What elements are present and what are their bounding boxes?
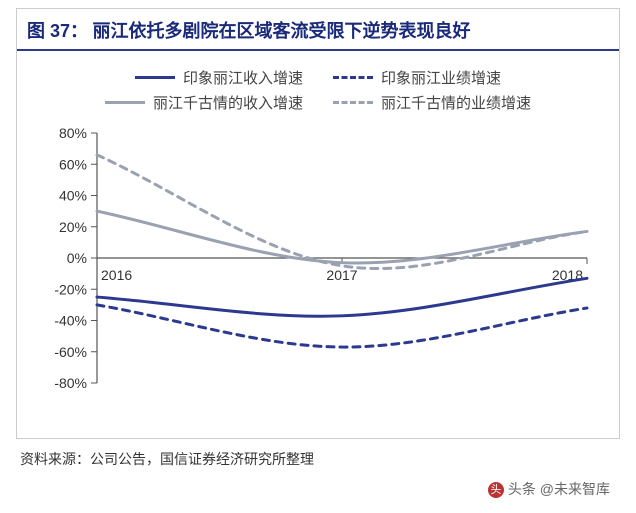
figure-label: 图 37： — [27, 21, 88, 41]
legend-label-s1: 印象丽江收入增速 — [183, 67, 303, 88]
y-tick-label: 80% — [59, 125, 87, 141]
source-line: 资料来源：公司公告，国信证券经济研究所整理 — [16, 439, 620, 473]
legend-item-s4: 丽江千古情的业绩增速 — [333, 92, 531, 113]
toutiao-icon: 头 — [488, 482, 504, 498]
line-chart: -80%-60%-40%-20%0%20%40%60%80%2016201720… — [37, 123, 597, 423]
legend-swatch-s1 — [135, 76, 175, 79]
x-tick-label: 2017 — [326, 267, 357, 283]
y-tick-label: -80% — [54, 375, 87, 391]
y-tick-label: -40% — [54, 313, 87, 329]
legend-label-s4: 丽江千古情的业绩增速 — [381, 92, 531, 113]
series-s4 — [97, 155, 587, 269]
legend-label-s3: 丽江千古情的收入增速 — [153, 92, 303, 113]
y-tick-label: 0% — [67, 250, 87, 266]
legend-swatch-s2 — [333, 76, 373, 79]
y-tick-label: 40% — [59, 188, 87, 204]
figure-panel: 图 37： 丽江依托多剧院在区域客流受限下逆势表现良好 印象丽江收入增速印象丽江… — [16, 8, 620, 439]
series-s3 — [97, 211, 587, 263]
figure-title: 丽江依托多剧院在区域客流受限下逆势表现良好 — [92, 21, 470, 41]
legend-swatch-s3 — [105, 101, 145, 104]
legend-label-s2: 印象丽江业绩增速 — [381, 67, 501, 88]
legend: 印象丽江收入增速 印象丽江业绩增速丽江千古情的收入增速 丽江千古情的业绩增速 — [37, 61, 599, 123]
series-s1 — [97, 278, 587, 316]
legend-item-s1: 印象丽江收入增速 — [135, 67, 303, 88]
watermark-label: 头条 @未来智库 — [508, 481, 610, 497]
y-tick-label: 60% — [59, 156, 87, 172]
y-tick-label: 20% — [59, 219, 87, 235]
x-tick-label: 2016 — [101, 267, 132, 283]
series-s2 — [97, 305, 587, 347]
legend-item-s3: 丽江千古情的收入增速 — [105, 92, 303, 113]
legend-swatch-s4 — [333, 101, 373, 104]
legend-item-s2: 印象丽江业绩增速 — [333, 67, 501, 88]
chart-svg-holder: -80%-60%-40%-20%0%20%40%60%80%2016201720… — [37, 123, 599, 428]
y-tick-label: -60% — [54, 344, 87, 360]
chart-area: 印象丽江收入增速 印象丽江业绩增速丽江千古情的收入增速 丽江千古情的业绩增速 -80… — [17, 51, 619, 438]
figure-title-bar: 图 37： 丽江依托多剧院在区域客流受限下逆势表现良好 — [17, 9, 619, 51]
y-tick-label: -20% — [54, 281, 87, 297]
watermark: 头头条 @未来智库 — [16, 473, 620, 499]
